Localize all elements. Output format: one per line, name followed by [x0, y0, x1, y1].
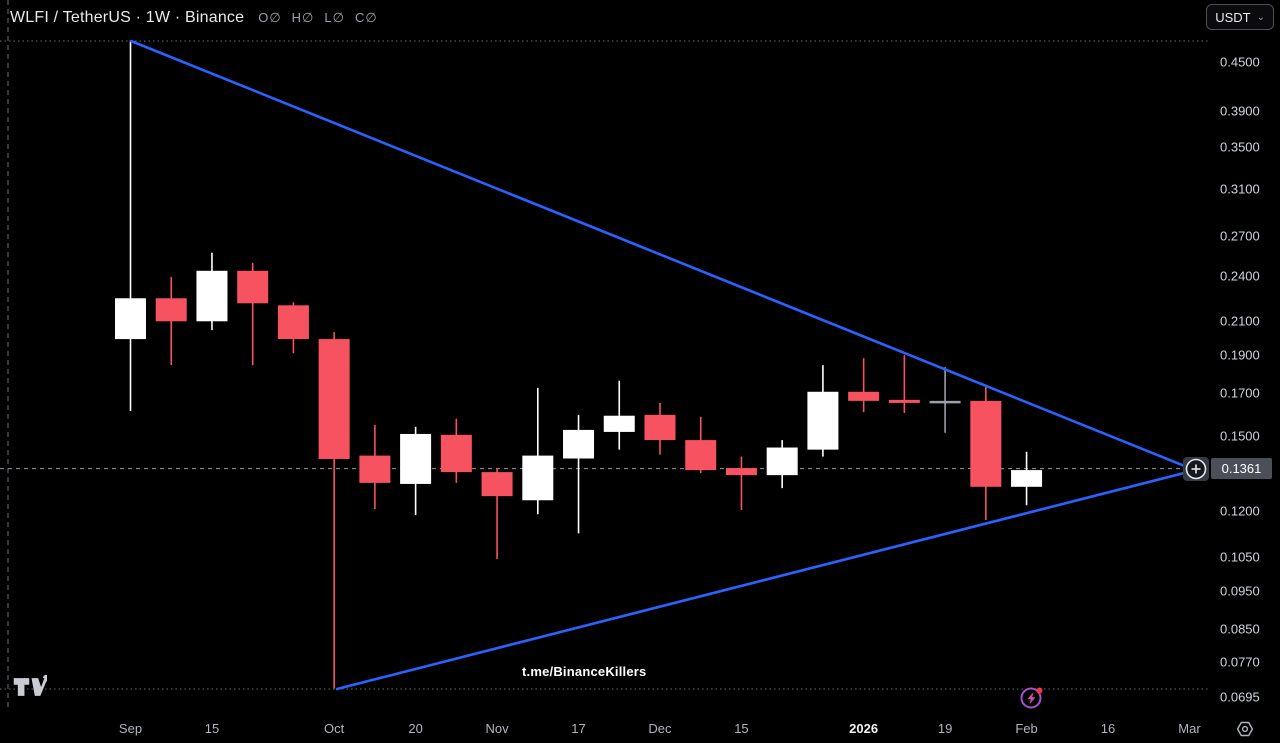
candle-body — [685, 440, 717, 471]
price-tick-label: 0.1700 — [1220, 385, 1260, 401]
candle-body — [563, 429, 595, 459]
price-tick-label: 0.0770 — [1220, 654, 1260, 670]
candle-body — [440, 434, 472, 473]
time-tick-label-feb: Feb — [1015, 721, 1038, 736]
time-tick-label-15: 15 — [734, 721, 749, 736]
price-tick-label: 0.2100 — [1220, 313, 1260, 329]
price-tick-label: 0.0950 — [1220, 583, 1260, 599]
candle-body — [929, 400, 961, 404]
candle-body — [522, 455, 554, 501]
price-tick-label: 0.1900 — [1220, 347, 1260, 363]
time-tick-label-17: 17 — [571, 721, 586, 736]
candle-body — [603, 415, 635, 432]
ohlc-o-value: O∅ — [258, 10, 282, 25]
time-tick-label-dec: Dec — [648, 721, 672, 736]
price-tick-label: 0.3500 — [1220, 139, 1260, 155]
candle-body — [725, 468, 757, 476]
symbol-title[interactable]: WLFI / TetherUS · 1W · Binance — [10, 9, 245, 26]
price-tick-label: 0.0850 — [1220, 621, 1260, 637]
price-tick-label: 0.1500 — [1220, 428, 1260, 444]
currency-label: USDT — [1215, 9, 1251, 25]
time-tick-label-16: 16 — [1100, 721, 1116, 736]
time-tick-label-oct: Oct — [324, 721, 345, 736]
time-tick-label-2026: 2026 — [849, 721, 879, 736]
price-tick-label: 0.3900 — [1220, 103, 1260, 119]
time-tick-label-15: 15 — [204, 721, 220, 736]
symbol-header: WLFI / TetherUS · 1W · Binance O∅ H∅ L∅ C∅ — [10, 6, 378, 30]
candle-body — [115, 298, 146, 340]
triangle-upper-trendline[interactable] — [129, 39, 1194, 471]
price-tick-label: 0.2400 — [1220, 268, 1260, 284]
candle-body — [359, 455, 391, 483]
notification-dot — [1036, 687, 1043, 694]
chevron-down-icon: ⌄ — [1256, 11, 1265, 23]
flash-alert-icon[interactable] — [1020, 686, 1044, 710]
time-tick-label-sep: Sep — [118, 721, 143, 736]
ohlc-l-value: L∅ — [324, 10, 345, 25]
candle-body — [400, 433, 432, 484]
price-tick-label: 0.3100 — [1220, 181, 1260, 197]
time-tick-label-nov: Nov — [485, 721, 509, 736]
ohlc-h-value: H∅ — [291, 10, 315, 25]
ohlc-c-value: C∅ — [354, 10, 378, 25]
tradingview-logo-icon[interactable] — [13, 675, 47, 699]
time-tick-label-20: 20 — [408, 721, 423, 736]
ohlc-readout: O∅ H∅ L∅ C∅ — [258, 10, 377, 26]
candle-body — [848, 391, 880, 401]
last-price-label: 0.1361 — [1211, 458, 1272, 480]
candle-body — [481, 472, 513, 497]
candle-body — [196, 270, 228, 322]
gear-settings-icon[interactable] — [1235, 719, 1255, 739]
candle-body — [970, 400, 1002, 487]
candle-body — [237, 270, 269, 304]
candle-body — [277, 305, 309, 340]
candle-body — [766, 447, 798, 476]
price-tick-label: 0.1200 — [1220, 503, 1260, 519]
currency-dropdown[interactable]: USDT ⌄ — [1206, 4, 1274, 30]
channel-watermark: t.me/BinanceKillers — [522, 664, 647, 679]
price-tick-label: 0.1050 — [1220, 549, 1260, 565]
price-tick-label: 0.4500 — [1220, 54, 1260, 70]
time-axis[interactable]: Sep 15 Oct 20 Nov 17 Dec 15 2026 19 Feb 16 Mar — [0, 712, 1210, 743]
candle-body — [155, 298, 187, 322]
price-axis[interactable]: 0.4500 0.3900 0.3500 0.3100 0.2700 0.2400 0.21… — [1210, 0, 1280, 710]
candle-body — [644, 414, 676, 441]
candle-body — [807, 391, 839, 450]
candle-body — [1011, 470, 1043, 487]
price-tick-label: 0.2700 — [1220, 228, 1260, 244]
candle-body — [318, 339, 350, 459]
price-tick-label: 0.0695 — [1220, 689, 1260, 705]
candle-body — [888, 399, 920, 403]
time-tick-label-mar: Mar — [1178, 721, 1201, 736]
time-tick-label-19: 19 — [937, 721, 953, 736]
triangle-lower-trendline[interactable] — [335, 469, 1194, 691]
